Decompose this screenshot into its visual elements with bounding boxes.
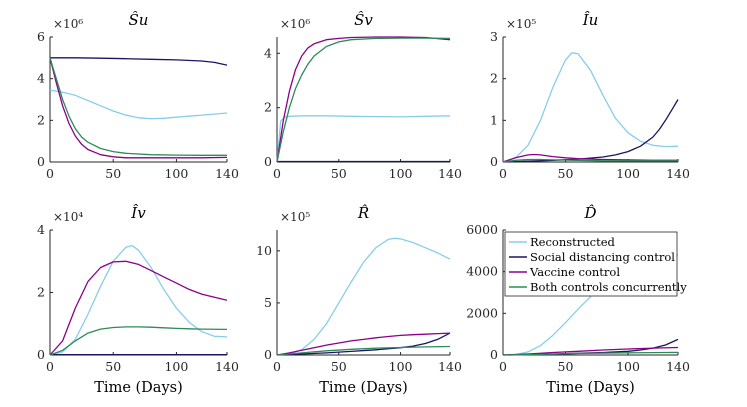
panel-4: 0 50 100 140 0 5 10 ×10⁵ R̂ Time (Days) xyxy=(256,204,462,396)
y-multiplier: ×10⁵ xyxy=(506,17,536,31)
y-tick-label: 3 xyxy=(490,29,498,44)
series-line-reconstructed xyxy=(276,115,451,163)
x-tick-label: 0 xyxy=(499,166,507,181)
x-tick-label: 50 xyxy=(331,166,347,181)
legend-label: Vaccine control xyxy=(529,265,620,279)
x-tick-label: 50 xyxy=(558,359,574,374)
panel-3: 0 50 100 140 0 2 4 ×10⁴ Îv Time (Days) xyxy=(37,204,239,396)
series-line-both xyxy=(276,37,451,163)
panel-0: 0 50 100 140 0 2 4 6 ×10⁶ Ŝu xyxy=(37,11,239,181)
series-line-social xyxy=(50,57,228,66)
y-multiplier: ×10⁶ xyxy=(53,17,83,31)
y-tick-label: 2 xyxy=(490,71,498,86)
series-line-reconstructed xyxy=(49,244,228,356)
y-tick-label: 6000 xyxy=(466,222,498,237)
x-tick-label: 140 xyxy=(666,359,690,374)
x-tick-label: 0 xyxy=(273,166,281,181)
series-line-vaccine xyxy=(49,260,228,356)
x-tick-label: 100 xyxy=(164,359,188,374)
panel-title: Îv xyxy=(130,204,146,222)
legend-label: Both controls concurrently xyxy=(530,280,687,294)
x-tick-label: 0 xyxy=(499,359,507,374)
panel-title: Îu xyxy=(582,11,599,29)
panel-title: Ŝv xyxy=(354,11,373,29)
x-tick-label: 140 xyxy=(438,359,462,374)
x-tick-label: 100 xyxy=(389,359,413,374)
y-tick-label: 6 xyxy=(37,29,45,44)
x-tick-label: 50 xyxy=(558,166,574,181)
y-multiplier: ×10⁴ xyxy=(53,210,83,224)
series-line-both xyxy=(502,158,678,163)
legend-label: Reconstructed xyxy=(530,235,616,249)
x-tick-label: 50 xyxy=(105,359,121,374)
x-tick-label: 140 xyxy=(666,166,690,181)
series-line-vaccine xyxy=(502,153,678,163)
series-line-reconstructed xyxy=(49,89,228,120)
series-line-both xyxy=(49,326,228,356)
y-tick-label: 4 xyxy=(264,45,272,60)
x-tick-label: 100 xyxy=(616,359,640,374)
x-tick-label: 140 xyxy=(438,166,462,181)
series-line-social xyxy=(502,99,679,163)
panel-5: 0 50 100 140 0 2000 4000 6000 D̂ Time (Days) xyxy=(466,204,690,396)
y-tick-label: 0 xyxy=(264,154,272,169)
y-tick-label: 4000 xyxy=(466,264,498,279)
x-tick-label: 100 xyxy=(616,166,640,181)
panel-2: 0 50 100 140 0 1 2 3 ×10⁵ Îu xyxy=(490,11,690,181)
y-multiplier: ×10⁶ xyxy=(280,17,310,31)
x-axis-label: Time (Days) xyxy=(94,380,182,396)
series-line-both xyxy=(502,351,679,356)
series-line-both xyxy=(276,345,451,356)
y-tick-label: 2 xyxy=(264,100,272,115)
y-tick-label: 0 xyxy=(490,154,498,169)
legend-box xyxy=(504,231,678,297)
y-tick-label: 1 xyxy=(490,112,498,127)
panel-title: Ŝu xyxy=(129,11,149,29)
y-tick-label: 10 xyxy=(256,243,272,258)
series-line-reconstructed xyxy=(502,52,679,163)
y-tick-label: 0 xyxy=(490,347,498,362)
y-multiplier: ×10⁵ xyxy=(280,210,310,224)
series-line-vaccine xyxy=(502,346,679,356)
panel-title: R̂ xyxy=(357,204,369,222)
panel-1: 0 50 100 140 0 2 4 ×10⁶ Ŝv xyxy=(264,11,462,181)
x-tick-label: 100 xyxy=(164,166,188,181)
y-tick-label: 0 xyxy=(37,347,45,362)
x-tick-label: 50 xyxy=(331,359,347,374)
series-line-social xyxy=(276,332,451,356)
x-tick-label: 0 xyxy=(273,359,281,374)
y-tick-label: 2 xyxy=(37,285,45,300)
y-tick-label: 2000 xyxy=(466,305,498,320)
x-tick-label: 140 xyxy=(215,166,239,181)
y-tick-label: 4 xyxy=(37,222,45,237)
y-tick-label: 5 xyxy=(264,295,272,310)
series-line-vaccine xyxy=(49,57,228,159)
y-tick-label: 0 xyxy=(37,154,45,169)
x-tick-label: 0 xyxy=(46,359,54,374)
x-axis-label: Time (Days) xyxy=(319,380,407,396)
y-tick-label: 2 xyxy=(37,112,45,127)
series-line-reconstructed xyxy=(276,237,451,356)
x-tick-label: 140 xyxy=(215,359,239,374)
series-line-both xyxy=(49,57,227,156)
legend-label: Social distancing control xyxy=(530,250,675,264)
x-tick-label: 0 xyxy=(46,166,54,181)
x-tick-label: 100 xyxy=(389,166,413,181)
x-tick-label: 50 xyxy=(105,166,121,181)
panel-title: D̂ xyxy=(583,204,596,222)
y-tick-label: 4 xyxy=(37,71,45,86)
x-axis-label: Time (Days) xyxy=(546,380,634,396)
series-line-vaccine xyxy=(276,36,451,163)
y-tick-label: 0 xyxy=(264,347,272,362)
series-line-vaccine xyxy=(276,332,451,356)
